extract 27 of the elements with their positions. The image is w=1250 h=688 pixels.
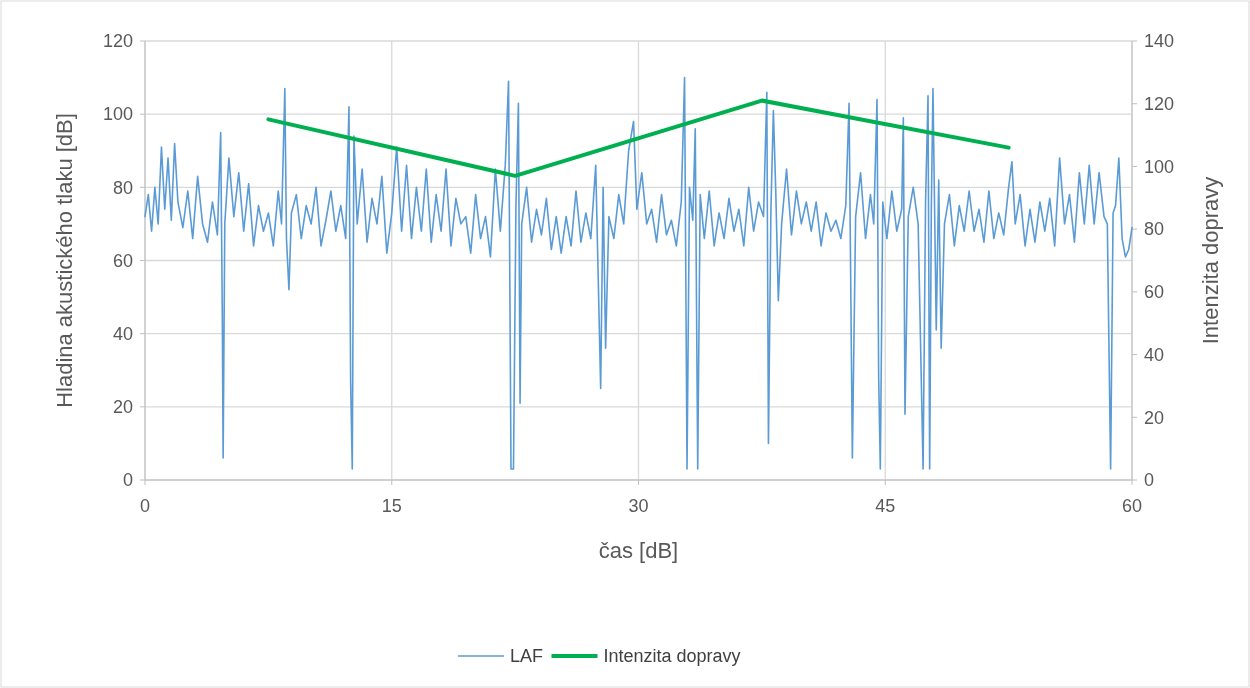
y2-tick-label: 0 (1144, 470, 1155, 491)
line-series (266, 98, 1011, 178)
y-tick-label: 60 (112, 250, 133, 271)
y-tick-label: 120 (102, 31, 133, 52)
y2-tick-label: 20 (1144, 407, 1165, 428)
y2-tick-label: 60 (1144, 282, 1165, 303)
x-tick-label: 15 (381, 496, 402, 516)
x-tick-label: 45 (875, 496, 896, 516)
y-tick-label: 20 (112, 397, 133, 418)
y2-axis-title: Intenzita dopravy (1198, 176, 1223, 345)
y2-tick-label: 40 (1144, 344, 1165, 365)
y2-tick-label: 140 (1144, 31, 1175, 52)
x-tick-label: 0 (139, 496, 151, 516)
y-tick-label: 40 (112, 323, 133, 344)
legend-label: LAF (510, 646, 544, 666)
x-tick-label: 60 (1121, 496, 1143, 516)
y-axis-title: Hladina akustického tlaku [dB] (52, 113, 77, 408)
legend-label: Intenzita dopravy (603, 646, 741, 666)
x-axis-title: čas [dB] (598, 538, 679, 563)
y2-tick-label: 120 (1144, 94, 1175, 115)
y-tick-label: 100 (102, 104, 133, 125)
y-tick-label: 0 (122, 470, 133, 491)
x-tick-label: 30 (628, 496, 649, 516)
y2-tick-label: 100 (1144, 156, 1175, 177)
y2-tick-label: 80 (1144, 219, 1165, 240)
y-tick-label: 80 (112, 177, 133, 198)
line-series (144, 76, 1133, 470)
